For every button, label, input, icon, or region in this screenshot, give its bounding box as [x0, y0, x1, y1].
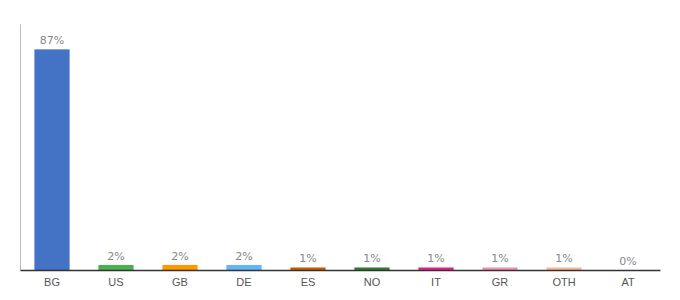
bar	[98, 265, 133, 270]
data-label: 2%	[171, 250, 188, 263]
x-tick-label: OTH	[552, 276, 575, 288]
bars	[34, 49, 581, 270]
x-tick: NO	[364, 270, 381, 288]
data-label: 2%	[107, 250, 124, 263]
bar	[226, 265, 261, 270]
data-label: 1%	[299, 252, 316, 265]
bar	[162, 265, 197, 270]
bar	[418, 267, 453, 270]
x-tick-label: US	[108, 276, 123, 288]
bar	[546, 267, 581, 270]
x-tick-label: NO	[364, 276, 381, 288]
x-tick: IT	[431, 270, 441, 288]
x-tick: BG	[44, 270, 60, 288]
bar	[354, 267, 389, 270]
data-label: 1%	[427, 252, 444, 265]
bar	[290, 267, 325, 270]
data-label: 2%	[235, 250, 252, 263]
x-tick-label: AT	[621, 276, 635, 288]
bar	[482, 267, 517, 270]
x-tick-label: GB	[172, 276, 188, 288]
data-label: 1%	[491, 252, 508, 265]
x-axis-line	[21, 270, 661, 272]
x-tick: DE	[236, 270, 251, 288]
data-label: 0%	[619, 255, 636, 268]
x-tick-label: DE	[236, 276, 251, 288]
x-tick: US	[108, 270, 123, 288]
x-tick: ES	[301, 270, 316, 288]
data-label: 87%	[40, 34, 64, 47]
x-tick: OTH	[552, 270, 575, 288]
chart-container: BG US GB DE ES NO IT GR OTH AT 87% 2% 2% 2% 1% 1% 1% 1% 1%…	[0, 0, 680, 300]
x-tick-label: BG	[44, 276, 60, 288]
x-tick: GR	[492, 270, 509, 288]
x-tick-label: IT	[431, 276, 441, 288]
data-label: 1%	[555, 252, 572, 265]
data-labels: 87% 2% 2% 2% 1% 1% 1% 1% 1% 0%	[40, 34, 637, 268]
data-label: 1%	[363, 252, 380, 265]
plot-area: BG US GB DE ES NO IT GR OTH AT 87% 2% 2% 2% 1% 1% 1% 1% 1%…	[21, 25, 661, 288]
x-tick-label: ES	[301, 276, 316, 288]
x-tick-label: GR	[492, 276, 509, 288]
bar	[34, 49, 69, 270]
x-axis: BG US GB DE ES NO IT GR OTH AT	[21, 270, 661, 288]
chart-svg: BG US GB DE ES NO IT GR OTH AT 87% 2% 2% 2% 1% 1% 1% 1% 1%…	[0, 0, 680, 300]
x-tick: GB	[172, 270, 188, 288]
y-axis	[20, 25, 21, 271]
y-axis-line	[20, 25, 21, 271]
x-tick: AT	[621, 270, 635, 288]
